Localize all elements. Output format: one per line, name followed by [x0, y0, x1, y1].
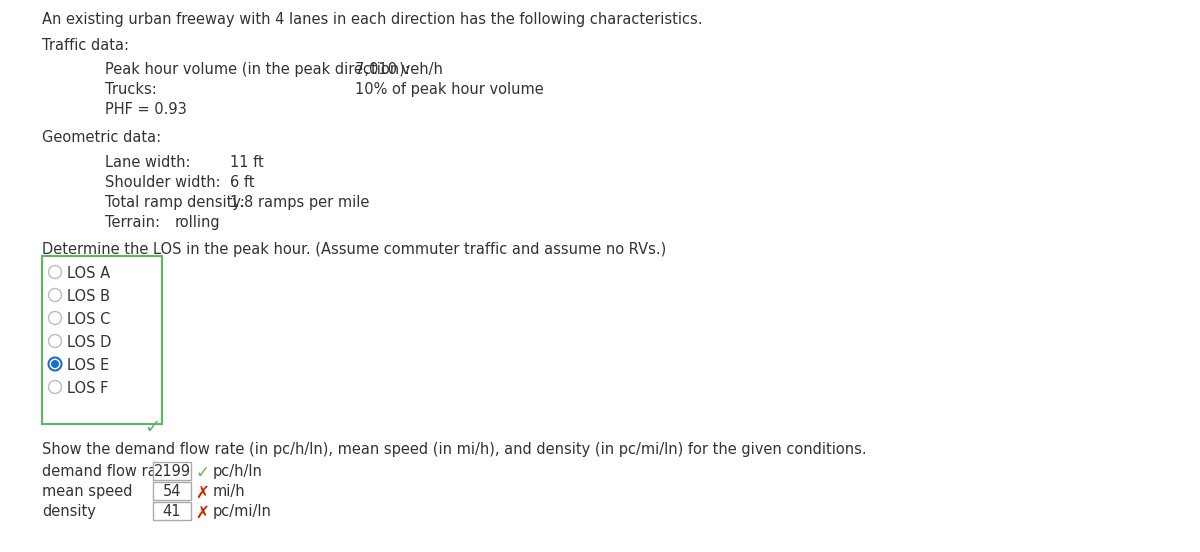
- Circle shape: [48, 266, 61, 279]
- Text: 11 ft: 11 ft: [230, 155, 264, 170]
- Text: Show the demand flow rate (in pc/h/ln), mean speed (in mi/h), and density (in pc: Show the demand flow rate (in pc/h/ln), …: [42, 442, 866, 457]
- Text: 41: 41: [163, 503, 181, 518]
- Text: 54: 54: [163, 484, 181, 498]
- FancyBboxPatch shape: [154, 482, 191, 500]
- Text: Geometric data:: Geometric data:: [42, 130, 161, 145]
- Text: An existing urban freeway with 4 lanes in each direction has the following chara: An existing urban freeway with 4 lanes i…: [42, 12, 702, 27]
- Circle shape: [48, 380, 61, 394]
- Text: Total ramp density:: Total ramp density:: [106, 195, 245, 210]
- Circle shape: [48, 335, 61, 348]
- Text: Trucks:: Trucks:: [106, 82, 157, 97]
- Text: 1.8 ramps per mile: 1.8 ramps per mile: [230, 195, 370, 210]
- Text: ✓: ✓: [194, 464, 209, 482]
- Text: mean speed: mean speed: [42, 484, 132, 499]
- Circle shape: [48, 358, 61, 370]
- Text: density: density: [42, 504, 96, 519]
- FancyBboxPatch shape: [154, 462, 191, 480]
- Text: pc/mi/ln: pc/mi/ln: [214, 504, 272, 519]
- Text: Lane width:: Lane width:: [106, 155, 191, 170]
- Circle shape: [48, 289, 61, 301]
- Text: LOS F: LOS F: [67, 381, 108, 396]
- Text: LOS E: LOS E: [67, 358, 109, 373]
- Text: ✗: ✗: [194, 504, 209, 522]
- Text: mi/h: mi/h: [214, 484, 246, 499]
- Text: ✗: ✗: [194, 484, 209, 502]
- Text: rolling: rolling: [175, 215, 221, 230]
- Text: Peak hour volume (in the peak direction):: Peak hour volume (in the peak direction)…: [106, 62, 409, 77]
- Circle shape: [48, 311, 61, 325]
- Circle shape: [50, 360, 59, 368]
- Text: 6 ft: 6 ft: [230, 175, 254, 190]
- Text: Determine the LOS in the peak hour. (Assume commuter traffic and assume no RVs.): Determine the LOS in the peak hour. (Ass…: [42, 242, 666, 257]
- Text: LOS A: LOS A: [67, 266, 110, 281]
- Text: pc/h/ln: pc/h/ln: [214, 464, 263, 479]
- Text: LOS C: LOS C: [67, 312, 110, 327]
- Text: PHF = 0.93: PHF = 0.93: [106, 102, 187, 117]
- Text: 2199: 2199: [154, 464, 191, 479]
- Text: ✓: ✓: [144, 418, 161, 437]
- FancyBboxPatch shape: [154, 502, 191, 520]
- Text: 7,010 veh/h: 7,010 veh/h: [355, 62, 443, 77]
- Text: demand flow rate: demand flow rate: [42, 464, 172, 479]
- Text: Shoulder width:: Shoulder width:: [106, 175, 221, 190]
- Text: Terrain:: Terrain:: [106, 215, 160, 230]
- FancyBboxPatch shape: [42, 256, 162, 424]
- Text: Traffic data:: Traffic data:: [42, 38, 130, 53]
- Text: LOS D: LOS D: [67, 335, 112, 350]
- Text: 10% of peak hour volume: 10% of peak hour volume: [355, 82, 544, 97]
- Text: LOS B: LOS B: [67, 289, 110, 304]
